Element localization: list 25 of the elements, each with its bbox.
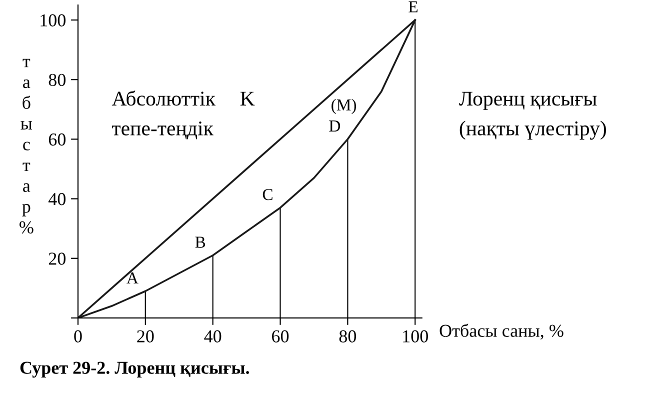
x-tick-label: 60 bbox=[272, 330, 289, 342]
annotation: C bbox=[262, 188, 272, 200]
annotation: K bbox=[240, 92, 255, 106]
y-tick-label: 40 bbox=[48, 193, 66, 206]
annotation: A bbox=[126, 272, 138, 284]
annotation: E bbox=[408, 1, 418, 12]
annotation: D bbox=[329, 120, 340, 132]
annotation: (M) bbox=[332, 98, 356, 114]
y-tick-label: 20 bbox=[48, 252, 66, 265]
x-tick-label: 80 bbox=[339, 330, 356, 342]
y-tick-label: 100 bbox=[40, 14, 66, 26]
x-axis-title: Отбасы саны, % bbox=[440, 324, 564, 340]
annotation: B bbox=[195, 236, 206, 248]
y-tick-label: 80 bbox=[48, 74, 66, 86]
text: Сурет 29-2. Лоренц қисығы. bbox=[20, 362, 250, 378]
annotation: тепе-теңдік bbox=[112, 121, 214, 140]
annotation: Абсолюттік bbox=[112, 90, 216, 106]
text: табыстар % bbox=[20, 58, 34, 234]
x-tick-label: 0 bbox=[74, 330, 82, 342]
x-tick-label: 20 bbox=[137, 330, 154, 342]
text: Лоренц қисығы bbox=[459, 92, 597, 110]
x-tick-label: 100 bbox=[403, 330, 428, 342]
x-tick-label: 40 bbox=[204, 330, 222, 342]
y-tick-label: 60 bbox=[48, 133, 66, 146]
text: (нақты үлестіру) bbox=[460, 120, 606, 140]
